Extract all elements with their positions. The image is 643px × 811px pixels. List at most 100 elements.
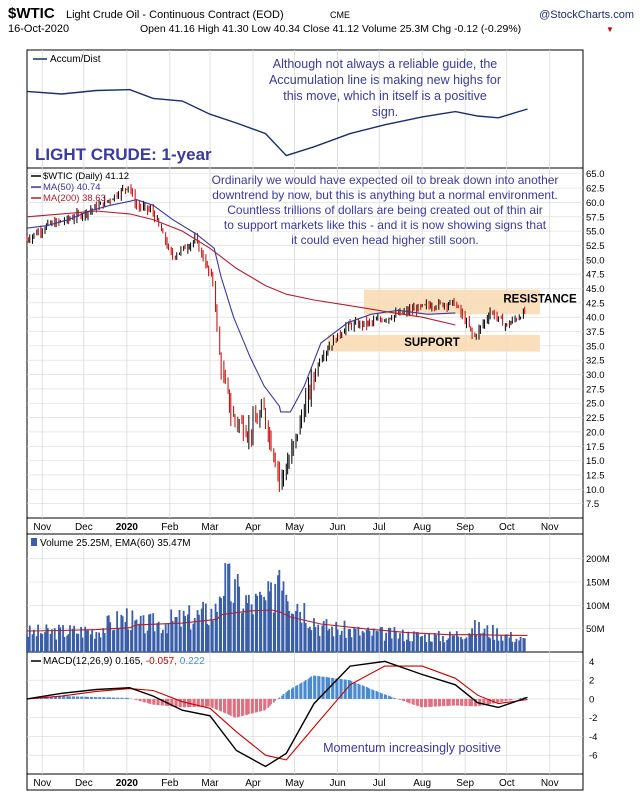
volume-bar xyxy=(270,582,272,652)
y-tick-label: 35.0 xyxy=(586,341,605,352)
y-tick-label: 100M xyxy=(586,601,610,612)
macd-histogram-bar xyxy=(369,689,371,699)
macd-histogram-bar xyxy=(274,699,276,701)
chart-title: LIGHT CRUDE: 1-year xyxy=(35,145,212,164)
volume-bar xyxy=(453,635,455,652)
volume-bar xyxy=(140,616,142,652)
macd-histogram-bar xyxy=(506,699,508,701)
x-tick-label: Oct xyxy=(499,778,515,789)
x-tick-label: 2020 xyxy=(116,778,139,789)
y-tick-label: 62.5 xyxy=(586,184,605,195)
macd-histogram-bar xyxy=(301,683,303,699)
volume-bar xyxy=(180,627,182,652)
price-legend-item: MA(200) 38.63 xyxy=(43,193,106,204)
volume-bar xyxy=(202,602,204,652)
volume-bar xyxy=(59,627,61,652)
macd-histogram-bar xyxy=(194,699,196,707)
macd-histogram-bar xyxy=(104,697,106,699)
y-tick-label: 200M xyxy=(586,554,610,565)
macd-histogram-bar xyxy=(91,697,93,699)
macd-histogram-bar xyxy=(260,699,262,711)
volume-bar xyxy=(341,631,343,652)
volume-bar xyxy=(435,635,437,652)
y-tick-label: 30.0 xyxy=(586,370,605,381)
x-tick-label: Aug xyxy=(413,522,431,533)
macd-histogram-bar xyxy=(314,676,316,699)
y-tick-label: -4 xyxy=(589,732,597,743)
volume-legend: Volume 25.25M, EMA(60) 35.47M xyxy=(40,538,191,549)
volume-bar xyxy=(184,616,186,652)
x-tick-label: Dec xyxy=(75,522,93,533)
volume-bar xyxy=(301,623,303,652)
y-tick-label: 52.5 xyxy=(586,241,605,252)
macd-histogram-bar xyxy=(403,699,405,701)
volume-bar xyxy=(224,563,226,652)
volume-bar xyxy=(337,629,339,652)
volume-bar xyxy=(208,625,210,652)
volume-bar xyxy=(471,628,473,652)
macd-histogram-bar xyxy=(425,699,427,707)
macd-histogram-bar xyxy=(479,699,481,706)
volume-bar xyxy=(520,637,522,652)
macd-histogram-bar xyxy=(409,699,411,704)
volume-bar xyxy=(162,630,164,652)
y-tick-label: 17.5 xyxy=(586,442,605,453)
volume-bar xyxy=(323,621,325,652)
macd-histogram-bar xyxy=(443,699,445,706)
volume-bar xyxy=(212,621,214,652)
volume-bar xyxy=(87,630,89,652)
volume-bar xyxy=(351,637,353,652)
x-tick-label: May xyxy=(285,778,304,789)
volume-bar xyxy=(168,623,170,652)
macd-histogram-bar xyxy=(381,693,383,698)
macd-histogram-bar xyxy=(127,698,129,699)
x-tick-label: Nov xyxy=(541,778,559,789)
volume-bar xyxy=(144,633,146,652)
volume-bar xyxy=(314,627,316,652)
volume-bar xyxy=(395,631,397,652)
macd-histogram-bar xyxy=(435,699,437,707)
macd-histogram-bar xyxy=(136,699,138,700)
support-label: SUPPORT xyxy=(404,337,460,349)
y-tick-label: 7.5 xyxy=(586,499,599,510)
volume-bar xyxy=(363,632,365,652)
volume-bar xyxy=(511,642,513,652)
volume-bar xyxy=(498,641,500,652)
symbol-title: $WTIC xyxy=(8,5,55,22)
volume-bar xyxy=(82,638,84,652)
macd-histogram-bar xyxy=(457,699,459,706)
macd-histogram-bar xyxy=(359,684,361,698)
y-tick-label: 20.0 xyxy=(586,427,605,438)
volume-bar xyxy=(194,618,196,652)
macd-histogram-bar xyxy=(150,699,152,704)
y-tick-label: 50M xyxy=(586,624,605,635)
y-tick-label: -2 xyxy=(589,713,597,724)
macd-histogram-bar xyxy=(234,699,236,718)
volume-bar xyxy=(256,596,258,652)
macd-histogram-bar xyxy=(385,695,387,699)
volume-bar xyxy=(333,636,335,652)
volume-bar xyxy=(506,634,508,652)
macd-histogram-bar xyxy=(466,699,468,706)
volume-bar xyxy=(220,598,222,652)
volume-bar xyxy=(55,639,57,652)
volume-bar xyxy=(345,638,347,652)
macd-histogram-bar xyxy=(421,699,423,707)
volume-bar xyxy=(95,632,97,652)
volume-bar xyxy=(409,641,411,652)
volume-bar xyxy=(248,595,250,652)
macd-histogram-bar xyxy=(100,697,102,699)
macd-histogram-bar xyxy=(77,697,79,699)
volume-bar xyxy=(77,634,79,652)
x-tick-label: Oct xyxy=(499,522,515,533)
y-tick-label: 47.5 xyxy=(586,270,605,281)
volume-bar xyxy=(172,621,174,652)
macd-histogram-bar xyxy=(333,678,335,699)
macd-histogram-bar xyxy=(212,699,214,708)
x-tick-label: Dec xyxy=(75,778,93,789)
macd-histogram-bar xyxy=(109,697,111,698)
volume-bar xyxy=(113,630,115,652)
macd-histogram-bar xyxy=(87,697,89,699)
macd-histogram-bar xyxy=(230,699,232,716)
